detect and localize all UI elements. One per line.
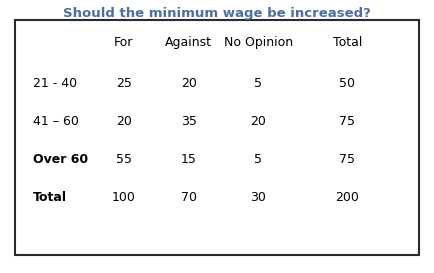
Text: 20: 20 — [250, 115, 266, 128]
Text: Total: Total — [33, 191, 66, 204]
Text: 5: 5 — [254, 153, 262, 166]
Text: 25: 25 — [116, 77, 132, 90]
Text: 20: 20 — [181, 77, 197, 90]
Text: For: For — [114, 36, 133, 49]
Text: 200: 200 — [335, 191, 359, 204]
Text: 41 – 60: 41 – 60 — [33, 115, 79, 128]
Text: 21 - 40: 21 - 40 — [33, 77, 77, 90]
Text: 30: 30 — [250, 191, 266, 204]
Text: 50: 50 — [339, 77, 355, 90]
Bar — [15, 20, 419, 255]
Text: 20: 20 — [116, 115, 132, 128]
Text: 75: 75 — [339, 153, 355, 166]
Text: Against: Against — [165, 36, 212, 49]
Text: 5: 5 — [254, 77, 262, 90]
Text: Over 60: Over 60 — [33, 153, 88, 166]
Text: 15: 15 — [181, 153, 197, 166]
Text: Should the minimum wage be increased?: Should the minimum wage be increased? — [63, 7, 371, 20]
Text: Total: Total — [332, 36, 362, 49]
Text: 55: 55 — [116, 153, 132, 166]
Text: 35: 35 — [181, 115, 197, 128]
Text: 100: 100 — [112, 191, 136, 204]
Text: 70: 70 — [181, 191, 197, 204]
Text: No Opinion: No Opinion — [224, 36, 293, 49]
Text: 75: 75 — [339, 115, 355, 128]
